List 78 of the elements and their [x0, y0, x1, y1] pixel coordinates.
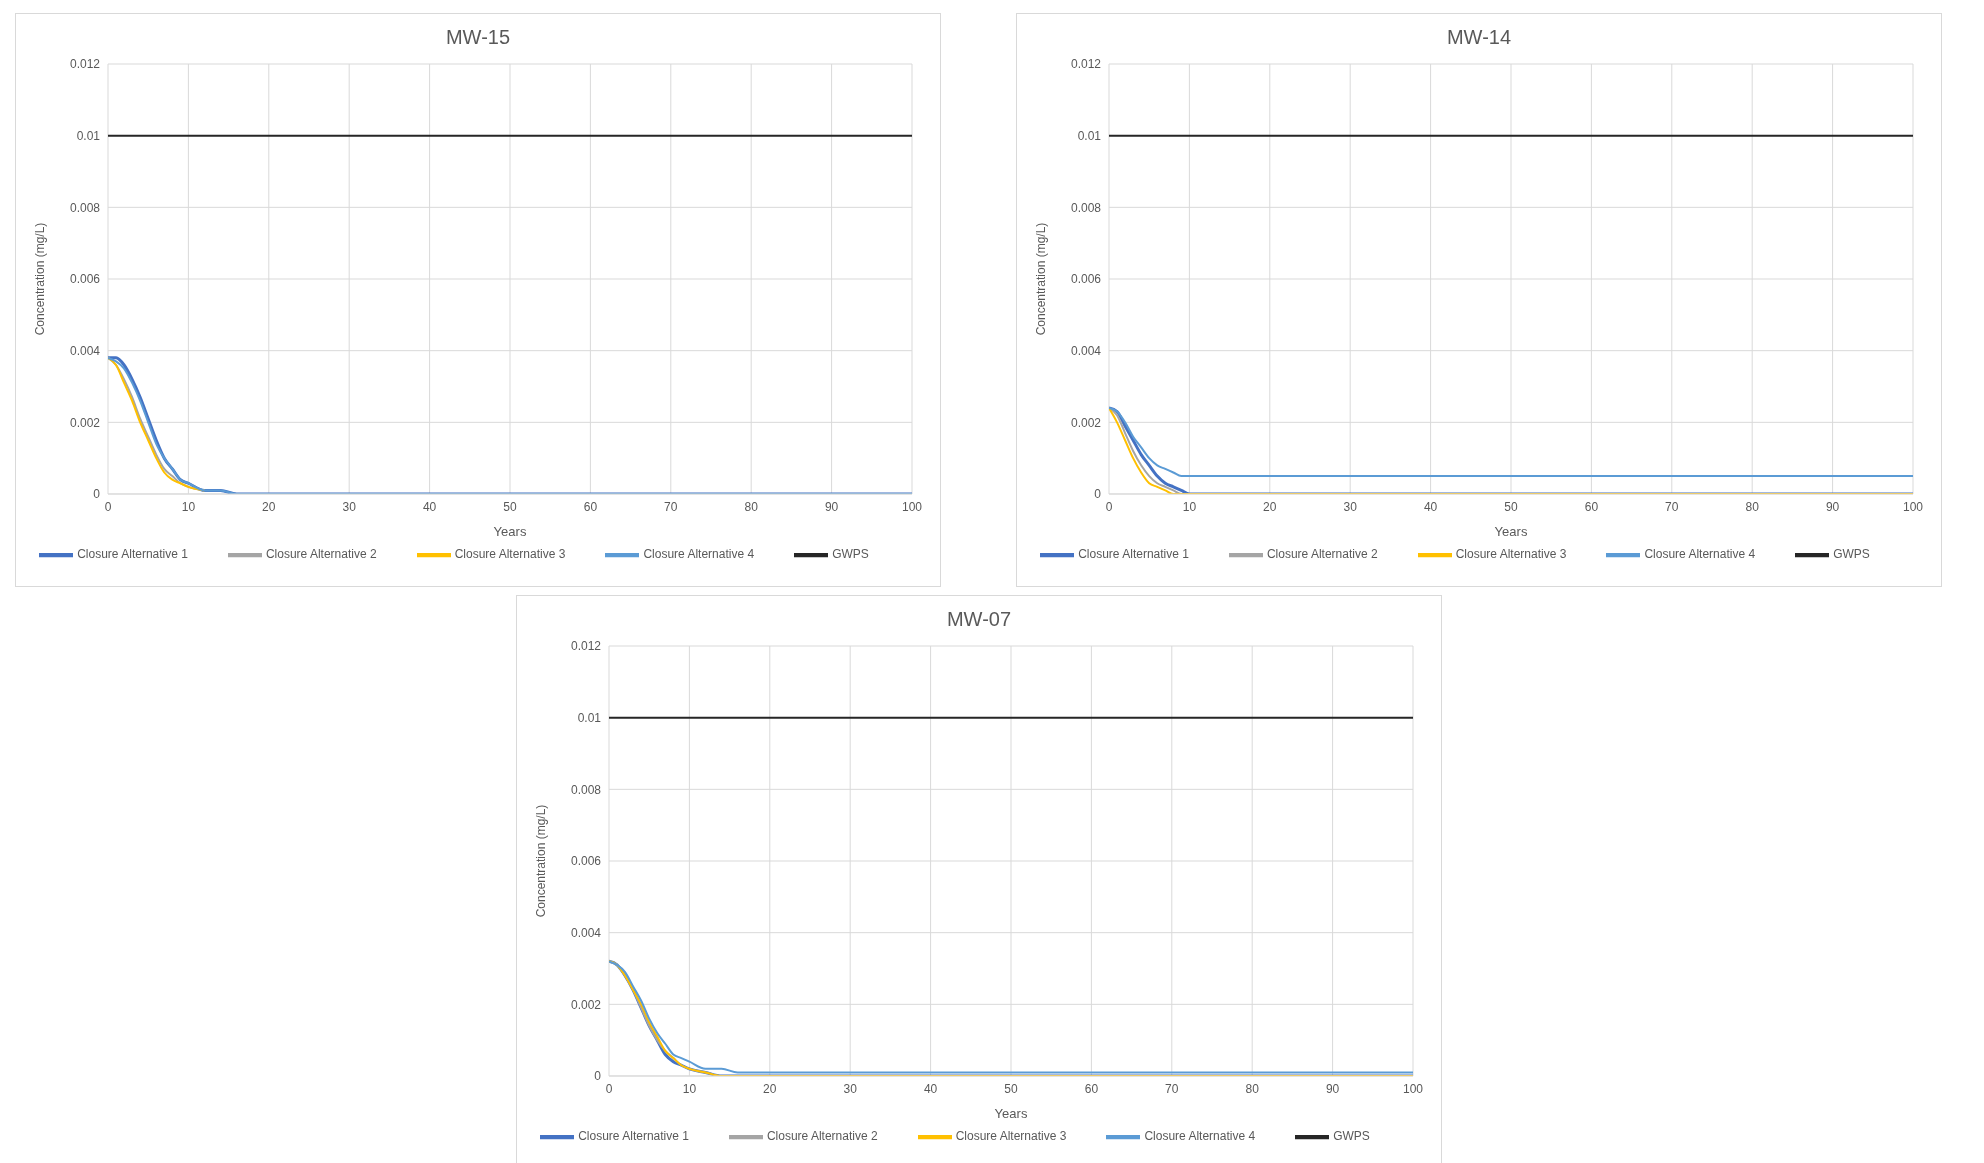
y-tick-label: 0.002 [1070, 415, 1102, 430]
y-tick-label: 0.008 [570, 782, 602, 797]
legend-label: Closure Alternative 3 [454, 547, 566, 562]
y-tick-label: 0.006 [570, 854, 602, 869]
legend-label: Closure Alternative 3 [1455, 547, 1567, 562]
x-tick-label: 30 [1343, 499, 1358, 514]
x-axis-title: Years [1494, 524, 1528, 539]
x-tick-label: 20 [1263, 499, 1277, 514]
x-tick-label: 90 [1325, 1081, 1340, 1096]
x-tick-label: 30 [843, 1081, 858, 1096]
x-tick-label: 50 [1504, 499, 1518, 514]
x-tick-label: 60 [583, 499, 598, 514]
x-tick-label: 90 [1825, 499, 1840, 514]
x-tick-label: 60 [1084, 1081, 1099, 1096]
x-tick-label: 50 [503, 499, 517, 514]
y-tick-label: 0.01 [76, 128, 101, 143]
legend-label: Closure Alternative 3 [955, 1129, 1067, 1144]
y-tick-label: 0.012 [69, 57, 101, 72]
x-tick-label: 10 [1182, 499, 1197, 514]
legend-label: Closure Alternative 4 [643, 547, 755, 562]
x-tick-label: 80 [744, 499, 759, 514]
x-tick-label: 30 [342, 499, 357, 514]
legend-label: GWPS [832, 547, 869, 562]
x-tick-label: 50 [1004, 1081, 1018, 1096]
y-tick-label: 0.004 [1070, 343, 1102, 358]
legend-label: Closure Alternative 2 [265, 547, 377, 562]
x-tick-label: 10 [181, 499, 196, 514]
y-tick-label: 0 [1094, 487, 1102, 502]
y-tick-label: 0.006 [1070, 272, 1102, 287]
y-tick-label: 0.006 [69, 272, 101, 287]
chart-title: MW-14 [1445, 26, 1513, 50]
y-tick-label: 0.002 [570, 997, 602, 1012]
x-tick-label: 40 [422, 499, 437, 514]
legend-label: GWPS [1833, 547, 1870, 562]
x-tick-label: 20 [763, 1081, 777, 1096]
y-tick-label: 0.01 [577, 710, 602, 725]
x-tick-label: 100 [1402, 1081, 1424, 1096]
y-axis-title: Concentration (mg/L) [1034, 222, 1049, 336]
y-tick-label: 0.002 [69, 415, 101, 430]
x-tick-label: 10 [682, 1081, 697, 1096]
x-tick-label: 40 [923, 1081, 938, 1096]
y-tick-label: 0 [93, 487, 101, 502]
x-tick-label: 40 [1423, 499, 1438, 514]
x-tick-label: 100 [901, 499, 923, 514]
legend-label: Closure Alternative 1 [578, 1129, 689, 1144]
x-tick-label: 70 [1165, 1081, 1179, 1096]
legend-label: Closure Alternative 1 [77, 547, 188, 562]
x-tick-label: 70 [664, 499, 678, 514]
y-axis-title: Concentration (mg/L) [33, 222, 48, 336]
x-tick-label: 70 [1665, 499, 1679, 514]
y-tick-label: 0 [594, 1069, 602, 1084]
x-tick-label: 0 [1105, 499, 1113, 514]
x-tick-label: 100 [1902, 499, 1924, 514]
y-tick-label: 0.012 [570, 639, 602, 654]
y-tick-label: 0.008 [69, 200, 101, 215]
chart-title: MW-07 [945, 608, 1013, 632]
x-tick-label: 90 [824, 499, 839, 514]
x-tick-label: 80 [1245, 1081, 1260, 1096]
y-axis-title: Concentration (mg/L) [534, 804, 549, 918]
legend-label: Closure Alternative 2 [766, 1129, 878, 1144]
x-axis-title: Years [994, 1106, 1028, 1121]
x-tick-label: 20 [262, 499, 276, 514]
x-tick-label: 80 [1745, 499, 1760, 514]
x-tick-label: 0 [104, 499, 112, 514]
x-tick-label: 0 [605, 1081, 613, 1096]
legend-label: Closure Alternative 1 [1078, 547, 1189, 562]
x-axis-title: Years [493, 524, 527, 539]
chart-title: MW-15 [444, 26, 512, 50]
y-tick-label: 0.004 [570, 925, 602, 940]
y-tick-label: 0.004 [69, 343, 101, 358]
legend-label: Closure Alternative 4 [1644, 547, 1756, 562]
y-tick-label: 0.012 [1070, 57, 1102, 72]
y-tick-label: 0.01 [1077, 128, 1102, 143]
y-tick-label: 0.008 [1070, 200, 1102, 215]
x-tick-label: 60 [1584, 499, 1599, 514]
legend-label: Closure Alternative 2 [1266, 547, 1378, 562]
legend-label: GWPS [1333, 1129, 1370, 1144]
legend-label: Closure Alternative 4 [1144, 1129, 1256, 1144]
